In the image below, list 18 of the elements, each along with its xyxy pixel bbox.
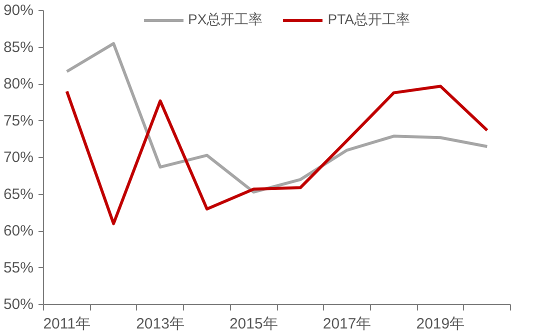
line-series xyxy=(65,84,489,226)
line-series xyxy=(65,42,489,194)
y-tick-label: 80% xyxy=(3,76,34,92)
x-tick-label: 2013年 xyxy=(136,316,184,332)
x-tick-label: 2011年 xyxy=(43,316,90,332)
x-tick-label: 2015年 xyxy=(229,316,278,332)
y-tick-label: 50% xyxy=(3,296,34,313)
legend-label: PTA总开工率 xyxy=(328,11,410,29)
y-tick-label: 85% xyxy=(3,38,34,56)
y-tick-label: 65% xyxy=(3,186,34,203)
x-tick-label: 2017年 xyxy=(322,316,372,332)
y-tick-label: 75% xyxy=(3,112,34,130)
x-tick-label: 2019年 xyxy=(416,316,465,332)
y-tick-label: 60% xyxy=(3,222,34,240)
y-tick-label: 55% xyxy=(3,259,34,276)
y-tick-label: 70% xyxy=(3,149,34,166)
legend-label: PX总开工率 xyxy=(188,11,263,29)
y-tick-label: 90% xyxy=(3,2,34,19)
